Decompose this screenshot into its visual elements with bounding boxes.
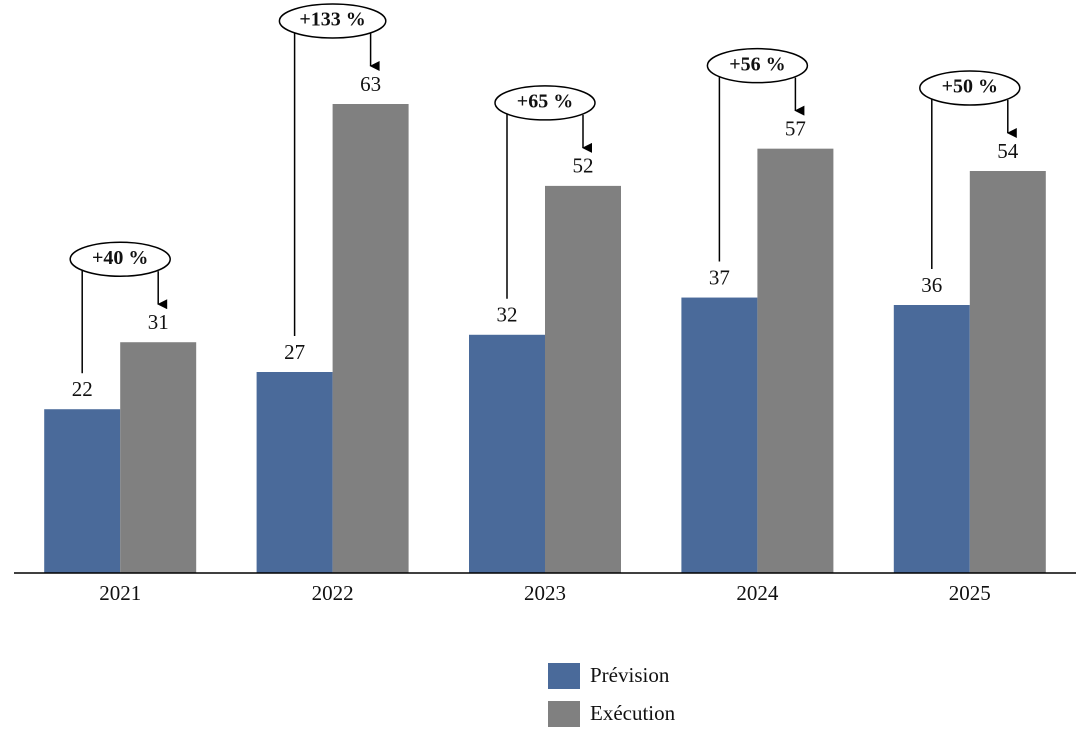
annotation-bubble — [919, 70, 1021, 106]
value-label: 36 — [921, 273, 942, 297]
value-label: 52 — [573, 154, 594, 178]
annotation-bubble — [69, 241, 171, 277]
annotation-label: +56 % — [729, 53, 785, 75]
annotation-bubble — [494, 85, 596, 121]
value-label: 63 — [360, 72, 381, 96]
annotation-label: +40 % — [92, 247, 148, 269]
value-label: 22 — [72, 377, 93, 401]
bar — [120, 342, 197, 573]
value-label: 54 — [997, 139, 1019, 163]
annotation-bubble — [706, 47, 809, 84]
x-tick-label: 2025 — [949, 581, 991, 605]
bar — [256, 372, 333, 573]
value-label: 31 — [148, 310, 169, 334]
bar — [332, 104, 409, 573]
annotation-label: +50 % — [942, 76, 998, 98]
bar — [893, 305, 970, 573]
x-tick-label: 2022 — [312, 581, 354, 605]
value-label: 32 — [497, 303, 518, 327]
legend-label: Exécution — [590, 701, 676, 725]
annotation-label: +133 % — [299, 9, 365, 31]
legend-swatch — [548, 701, 580, 727]
value-label: 57 — [785, 116, 806, 140]
bar — [469, 334, 545, 573]
bar — [681, 297, 758, 573]
annotation-bubble — [278, 3, 387, 39]
bar — [757, 148, 834, 573]
legend-swatch — [548, 663, 580, 689]
value-label: 37 — [709, 265, 730, 289]
bar — [44, 409, 121, 573]
x-tick-label: 2024 — [736, 581, 779, 605]
legend-label: Prévision — [590, 663, 670, 687]
annotation-label: +65 % — [517, 90, 573, 112]
bar — [545, 185, 621, 573]
x-tick-label: 2021 — [99, 581, 141, 605]
value-label: 27 — [284, 340, 305, 364]
x-tick-label: 2023 — [524, 581, 566, 605]
bar — [969, 171, 1046, 573]
